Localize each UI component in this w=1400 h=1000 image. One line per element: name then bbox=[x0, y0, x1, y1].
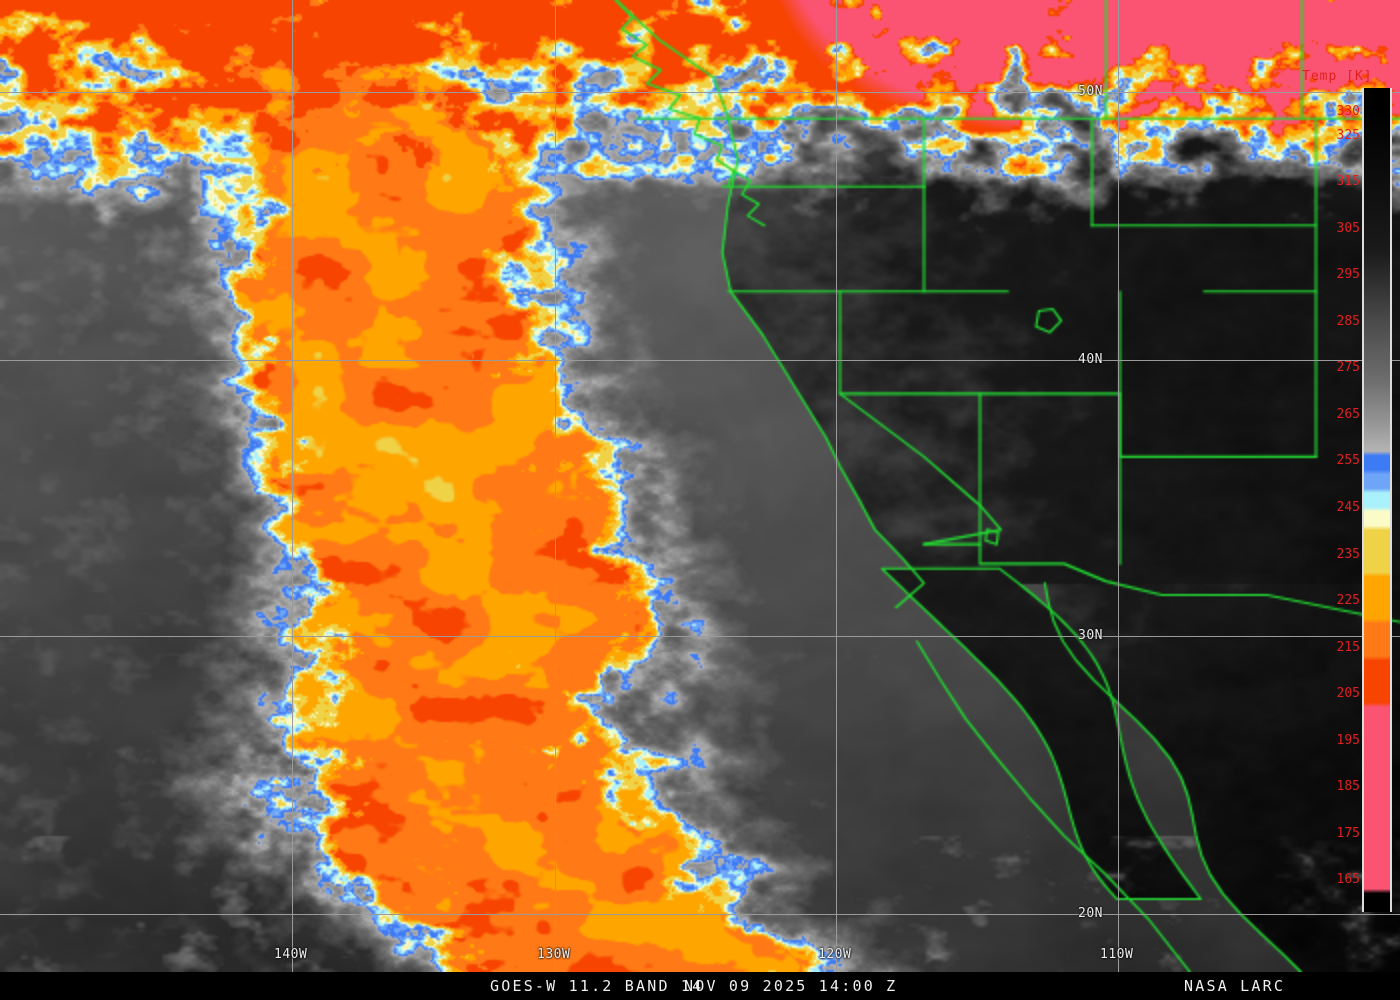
colorbar-tick-235: 235 bbox=[1336, 546, 1360, 562]
colorbar-gradient bbox=[1364, 88, 1390, 912]
colorbar-tick-325: 325 bbox=[1336, 127, 1360, 143]
colorbar-tick-205: 205 bbox=[1336, 686, 1360, 702]
image-footer-bar: GOES-W 11.2 BAND 14 NOV 09 2025 14:00 Z … bbox=[0, 972, 1400, 1000]
colorbar-tick-330: 330 bbox=[1336, 104, 1360, 120]
colorbar-tick-165: 165 bbox=[1336, 872, 1360, 888]
satellite-imagery-canvas bbox=[0, 0, 1400, 972]
colorbar-tick-315: 315 bbox=[1336, 174, 1360, 190]
data-source-label: NASA LARC bbox=[1184, 977, 1286, 995]
colorbar-tick-275: 275 bbox=[1336, 360, 1360, 376]
colorbar-tick-225: 225 bbox=[1336, 593, 1360, 609]
colorbar-tick-305: 305 bbox=[1336, 220, 1360, 236]
colorbar-title: Temp [K] bbox=[1302, 69, 1373, 84]
colorbar-frame bbox=[1362, 88, 1392, 912]
colorbar-tick-185: 185 bbox=[1336, 779, 1360, 795]
colorbar-tick-285: 285 bbox=[1336, 313, 1360, 329]
colorbar-tick-195: 195 bbox=[1336, 732, 1360, 748]
colorbar-tick-295: 295 bbox=[1336, 267, 1360, 283]
colorbar-tick-245: 245 bbox=[1336, 499, 1360, 515]
colorbar-tick-215: 215 bbox=[1336, 639, 1360, 655]
colorbar-tick-255: 255 bbox=[1336, 453, 1360, 469]
colorbar-tick-175: 175 bbox=[1336, 825, 1360, 841]
timestamp-label: NOV 09 2025 14:00 Z bbox=[684, 977, 898, 995]
colorbar-tick-265: 265 bbox=[1336, 406, 1360, 422]
temperature-colorbar bbox=[1362, 88, 1392, 912]
satellite-image-panel: 50N 40N 30N 20N 140W 130W 120W 110W bbox=[0, 0, 1400, 972]
satellite-band-label: GOES-W 11.2 BAND 14 bbox=[490, 977, 704, 995]
